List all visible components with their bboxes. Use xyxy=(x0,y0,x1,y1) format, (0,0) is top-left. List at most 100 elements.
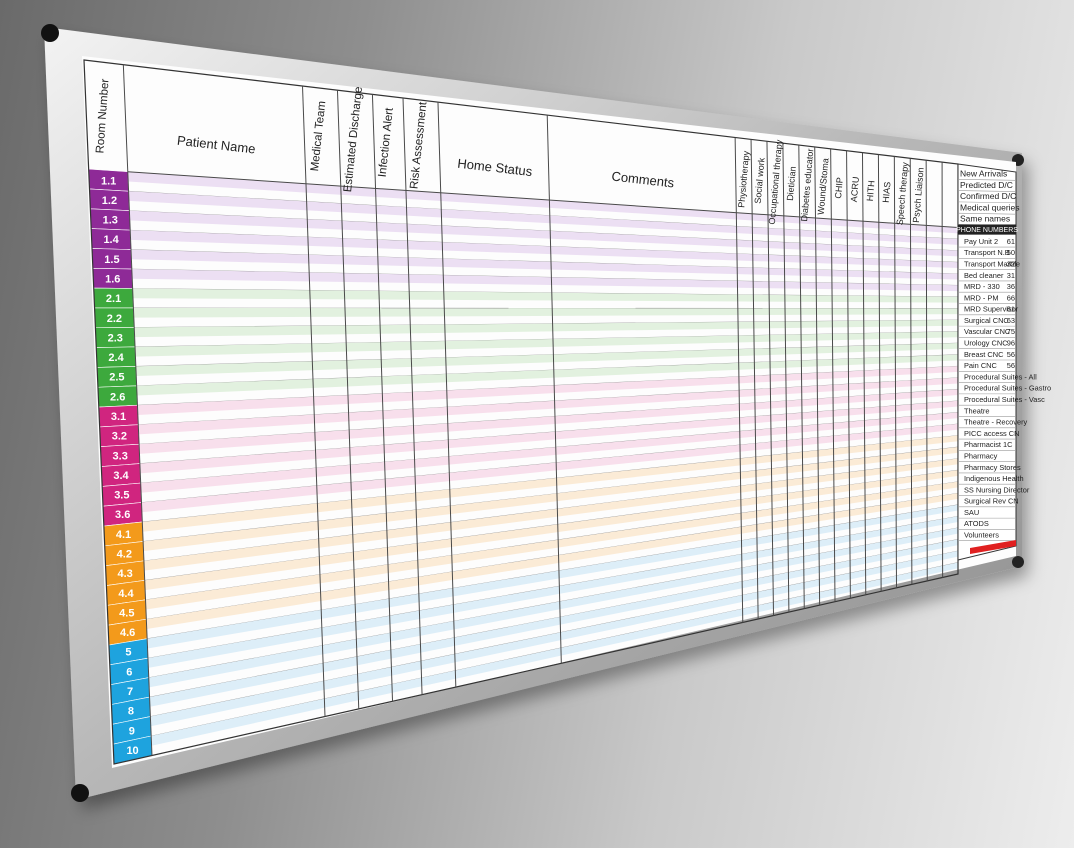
phone-name: MRD Supervisor xyxy=(964,305,1019,314)
column-line xyxy=(893,156,898,588)
service-header: Social work xyxy=(753,157,767,204)
phone-name: Volunteers xyxy=(964,531,999,540)
phone-name: Vascular CNC xyxy=(964,327,1011,336)
column-line xyxy=(814,146,821,606)
phone-number: 56 xyxy=(1007,350,1015,359)
phone-header: PHONE NUMBERS xyxy=(956,227,1018,234)
phone-name: Procedural Suites - Gastro xyxy=(964,384,1051,393)
phone-name: Pharmacy Stores xyxy=(964,463,1021,472)
room-label: 4.5 xyxy=(119,607,134,619)
room-label: 3.2 xyxy=(112,431,127,443)
side-row-line xyxy=(957,190,1017,192)
column-line xyxy=(909,158,913,585)
side-status-label: Predicted D/C xyxy=(960,180,1013,190)
service-header: Wound/Stoma xyxy=(816,158,831,216)
red-accent-strip xyxy=(970,540,1016,554)
phone-header-bar xyxy=(958,224,1016,235)
phone-name: Theatre - Recovery xyxy=(964,418,1028,427)
column-line xyxy=(750,139,759,619)
phone-name: Pay Unit 2 xyxy=(964,237,998,246)
row-line xyxy=(146,492,959,620)
row-stripe xyxy=(129,210,958,257)
phone-number: 56 xyxy=(1007,361,1015,370)
service-header: Physiotherapy xyxy=(736,150,751,208)
row-stripe xyxy=(142,435,959,532)
room-label: 1.5 xyxy=(104,254,119,266)
row-stripe xyxy=(130,249,958,280)
row-stripe xyxy=(127,171,958,234)
row-stripe xyxy=(140,412,958,493)
room-label: 1.1 xyxy=(101,175,116,187)
phone-number: 61 xyxy=(1007,237,1015,246)
row-stripe xyxy=(128,191,958,245)
row-stripe xyxy=(137,366,958,415)
room-label: 4.4 xyxy=(118,588,134,600)
header-line xyxy=(127,171,959,229)
phone-number: 66 xyxy=(1007,293,1015,302)
room-label: 3.4 xyxy=(113,470,129,482)
phone-name: Pharmacist 1C xyxy=(964,440,1013,449)
room-label: 1.3 xyxy=(103,215,118,227)
room-label: 1.6 xyxy=(105,273,120,285)
phone-name: Procedural Suites - All xyxy=(964,372,1037,381)
room-label: 2.1 xyxy=(106,293,121,305)
room-label: 4.3 xyxy=(117,568,132,580)
column-line xyxy=(302,85,326,717)
row-stripe xyxy=(133,307,959,318)
column-line xyxy=(798,145,805,609)
column-line xyxy=(122,64,153,756)
row-stripe xyxy=(136,354,959,396)
column-line xyxy=(336,90,360,709)
room-label: 2.3 xyxy=(108,332,123,344)
side-row-line xyxy=(957,201,1017,204)
row-stripe xyxy=(131,269,959,292)
room-number-header: Room Number xyxy=(94,78,111,154)
grid-border xyxy=(83,59,959,765)
row-stripe xyxy=(145,481,959,610)
phone-name: PICC access CN xyxy=(964,429,1019,438)
row-stripe xyxy=(143,446,958,552)
column-line xyxy=(734,137,744,623)
service-header: Psych Liaison xyxy=(911,167,926,223)
row-stripe xyxy=(134,319,958,338)
room-label: 8 xyxy=(128,706,134,718)
column-line xyxy=(782,143,790,613)
phone-name: Theatre xyxy=(964,406,989,415)
column-line xyxy=(877,154,882,592)
room-label: 9 xyxy=(129,725,135,737)
column-line xyxy=(941,162,944,578)
room-label: 2.5 xyxy=(109,372,124,384)
row-stripe xyxy=(151,562,958,746)
service-header: HITH xyxy=(865,180,877,202)
phone-number: 75 xyxy=(1007,327,1015,336)
column-line xyxy=(925,160,928,581)
row-stripe xyxy=(148,527,959,688)
side-status-label: Same names xyxy=(960,214,1010,224)
row-stripe xyxy=(146,493,958,629)
side-row-line xyxy=(957,178,1017,181)
row-stripe xyxy=(138,377,959,435)
column-line xyxy=(846,150,851,599)
room-label: 6 xyxy=(126,666,132,678)
side-status-label: New Arrivals xyxy=(960,168,1007,178)
phone-name: Breast CNC xyxy=(964,350,1004,359)
side-row-line xyxy=(957,212,1017,215)
frame-corner-cap xyxy=(71,784,89,802)
phone-name: Transport N.B xyxy=(964,248,1010,257)
phone-name: SS Nursing Director xyxy=(964,485,1030,494)
row-stripe xyxy=(147,504,958,649)
phone-name: Transport Marble xyxy=(964,259,1020,268)
room-label: 5 xyxy=(125,647,131,659)
service-header: HIAS xyxy=(881,181,893,203)
frame-corner-cap xyxy=(1012,556,1024,568)
row-stripe xyxy=(147,516,958,668)
phone-number: 31 xyxy=(1007,271,1015,280)
phone-name: Surgical Rev CN xyxy=(964,497,1019,506)
row-stripe xyxy=(139,400,959,474)
side-status-label: Medical queries xyxy=(960,202,1020,212)
room-label: 7 xyxy=(127,686,133,698)
phone-name: Urology CNC xyxy=(964,339,1008,348)
phone-name: MRD - 330 xyxy=(964,282,1000,291)
